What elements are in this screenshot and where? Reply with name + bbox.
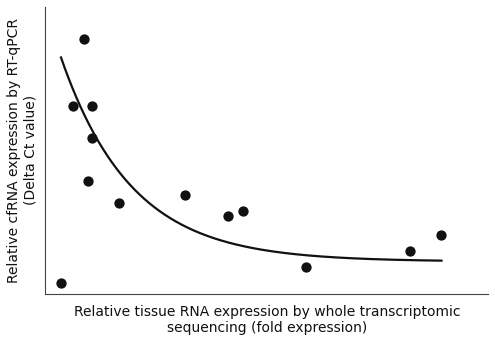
Point — [115, 200, 123, 205]
Point — [406, 248, 414, 254]
X-axis label: Relative tissue RNA expression by whole transcriptomic
sequencing (fold expressi: Relative tissue RNA expression by whole … — [74, 305, 460, 335]
Point — [88, 135, 96, 141]
Point — [224, 213, 232, 219]
Point — [80, 36, 88, 42]
Point — [301, 264, 309, 270]
Point — [88, 103, 96, 109]
Point — [84, 179, 92, 184]
Point — [69, 103, 77, 109]
Y-axis label: Relative cfRNA expression by RT-qPCR
(Delta Ct value): Relative cfRNA expression by RT-qPCR (De… — [7, 18, 37, 283]
Point — [240, 208, 248, 213]
Point — [438, 232, 446, 237]
Point — [57, 280, 65, 286]
Point — [181, 192, 189, 197]
